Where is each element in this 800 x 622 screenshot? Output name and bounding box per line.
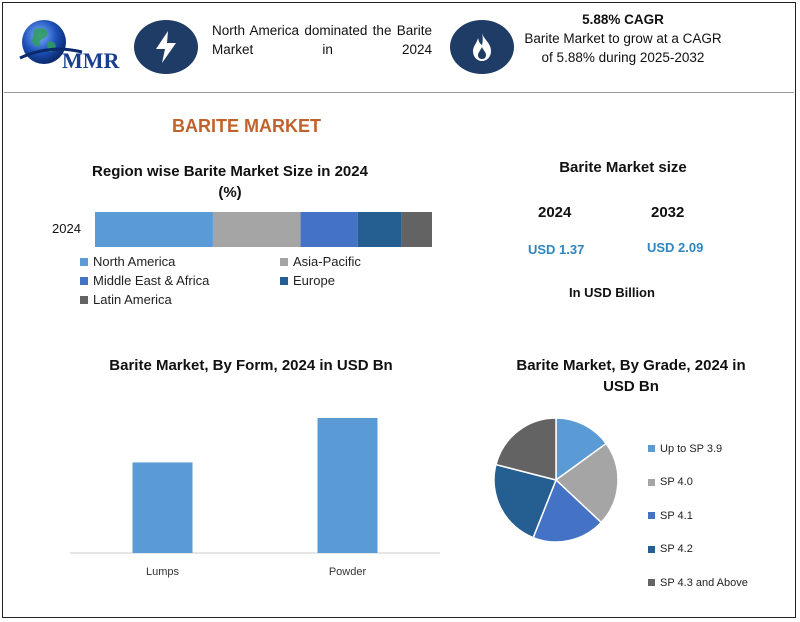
legend-label: Up to SP 3.9 [660, 442, 723, 455]
mmr-logo: MMR [12, 12, 130, 78]
legend-label: Latin America [93, 292, 172, 307]
region-segment-latin-america [401, 212, 432, 247]
legend-label: SP 4.2 [660, 543, 693, 556]
form-chart-title: Barite Market, By Form, 2024 in USD Bn [109, 357, 393, 374]
pie-slice-up-to-sp-3-9 [555, 417, 608, 482]
flame-icon [450, 20, 514, 74]
legend-label: Middle East & Africa [93, 273, 210, 288]
market-size-year-2024: 2024 [538, 204, 572, 221]
legend-item-europe: Europe [280, 273, 410, 288]
grade-legend-item-up-to-sp-3-9: Up to SP 3.9 [648, 432, 788, 466]
page-title: BARITE MARKET [172, 116, 321, 136]
region-stacked-bar [95, 212, 432, 247]
cagr-title: 5.88% CAGR [582, 12, 664, 27]
grade-legend-item-sp-4-3-and-above: SP 4.3 and Above [648, 566, 788, 600]
pie-slice-sp-4-3-and-above [495, 417, 557, 481]
legend-item-middle-east-and-africa: Middle East & Africa [80, 273, 280, 288]
region-legend: North America Asia-Pacific Middle East & A… [80, 254, 410, 307]
region-segment-middle-east-and-africa [300, 212, 358, 247]
form-tick-label-lumps: Lumps [146, 566, 180, 578]
pie-slice-sp-4-2 [493, 463, 558, 539]
region-segment-north-america [95, 212, 213, 247]
legend-label: North America [93, 254, 176, 269]
legend-item-asia-pacific: Asia-Pacific [280, 254, 410, 269]
fact-north-america: North America dominated the Barite Marke… [212, 23, 432, 57]
legend-swatch [80, 295, 88, 304]
legend-swatch [648, 579, 655, 587]
region-segment-asia-pacific [212, 212, 301, 247]
legend-swatch [648, 445, 655, 453]
logo-text: MMR [62, 48, 121, 73]
region-segment-europe [357, 212, 402, 247]
legend-swatch [80, 257, 88, 266]
form-tick-label-powder: Powder [329, 566, 367, 578]
grade-legend: Up to SP 3.9 SP 4.0 SP 4.1 SP 4.2 SP 4.3 and… [648, 432, 788, 600]
market-size-value-2032: USD 2.09 [647, 240, 704, 255]
header-divider [4, 92, 794, 93]
legend-swatch [80, 276, 88, 285]
form-bar-chart: Lumps Powder [70, 417, 440, 578]
market-size-title: Barite Market size [559, 159, 687, 176]
lightning-icon [134, 20, 198, 74]
form-bar-powder [317, 417, 378, 553]
legend-label: Europe [293, 273, 335, 288]
grade-legend-item-sp-4-1: SP 4.1 [648, 499, 788, 533]
grade-chart-title: Barite Market, By Grade, 2024 in USD Bn [516, 357, 746, 395]
legend-label: SP 4.0 [660, 476, 693, 489]
legend-swatch [280, 276, 288, 285]
grade-pie-chart [493, 417, 619, 543]
legend-swatch [648, 512, 655, 520]
grade-legend-item-sp-4-0: SP 4.0 [648, 466, 788, 500]
cagr-text: Barite Market to grow at a CAGR of 5.88%… [524, 31, 722, 65]
market-size-value-2024: USD 1.37 [528, 242, 585, 257]
legend-item-latin-america: Latin America [80, 292, 280, 307]
legend-swatch [648, 478, 655, 486]
pie-slice-sp-4-0 [554, 442, 619, 524]
legend-label: SP 4.3 and Above [660, 576, 748, 589]
legend-label: SP 4.1 [660, 509, 693, 522]
legend-swatch [280, 257, 288, 266]
legend-label: Asia-Pacific [293, 254, 361, 269]
legend-item-north-america: North America [80, 254, 280, 269]
legend-swatch [648, 545, 655, 553]
market-size-unit: In USD Billion [569, 285, 655, 300]
market-size-year-2032: 2032 [651, 204, 685, 221]
region-year-label: 2024 [52, 221, 81, 236]
grade-legend-item-sp-4-2: SP 4.2 [648, 533, 788, 567]
region-chart-title: Region wise Barite Market Size in 2024 (… [92, 163, 368, 201]
form-bar-lumps [132, 462, 193, 553]
